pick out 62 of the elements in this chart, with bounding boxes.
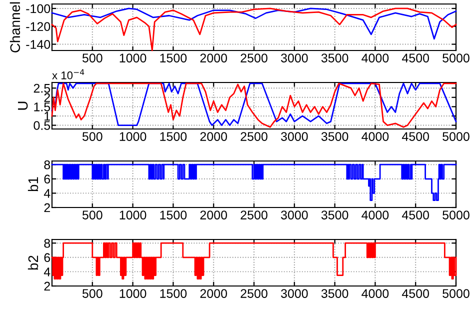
- x-tick-label: 4000: [362, 132, 389, 141]
- x-tick-label: 2500: [240, 54, 268, 62]
- x-tick-label: 1500: [160, 289, 187, 298]
- y-tick-label: 6: [44, 174, 50, 184]
- x-tick-label: 2000: [200, 132, 228, 141]
- x-tick-label: 1000: [120, 210, 146, 220]
- x-tick-label: 4000: [362, 210, 389, 220]
- y-axis-title: Channel: [10, 2, 20, 52]
- y-tick-label: 2: [44, 282, 50, 291]
- x-tick-label: 4500: [402, 289, 430, 298]
- x-tick-label: 1000: [120, 132, 146, 141]
- y-tick-label: 8: [44, 238, 50, 248]
- x-tick-label: 3000: [280, 54, 308, 62]
- x-tick-label: 4500: [402, 210, 430, 220]
- x-tick-label: 3000: [280, 289, 308, 298]
- line-series: [51, 8, 457, 40]
- y-tick-label: -120: [26, 22, 50, 32]
- x-tick-label: 5000: [442, 210, 470, 220]
- x-tick-label: 3000: [280, 132, 308, 141]
- y-axis-title: b2: [28, 256, 38, 270]
- x-tick-label: 2000: [200, 289, 228, 298]
- x-tick-label: 500: [82, 210, 102, 220]
- x-tick-label: 5000: [442, 289, 470, 298]
- x-tick-label: 5000: [442, 132, 470, 141]
- x-tick-label: 2000: [200, 54, 228, 62]
- y-tick-label: 2.5: [34, 84, 50, 93]
- x-tick-label: 1500: [160, 210, 187, 220]
- x-tick-label: 2500: [240, 132, 268, 141]
- x-tick-label: 1000: [120, 54, 146, 62]
- y-tick-label: -140: [26, 40, 50, 49]
- x-tick-label: 3500: [321, 289, 348, 298]
- text: x 10$^{−4}$: [52, 69, 84, 80]
- x-tick-label: 500: [82, 54, 102, 62]
- x-tick-label: 1500: [160, 132, 187, 141]
- x-tick-label: 4000: [362, 289, 389, 298]
- x-tick-label: 500: [82, 289, 102, 298]
- y-tick-label: 1.5: [34, 102, 50, 112]
- x-tick-label: 2000: [200, 210, 228, 220]
- x-tick-label: 4500: [402, 132, 430, 141]
- y-tick-label: 1: [44, 112, 50, 121]
- x-tick-label: 1500: [160, 54, 187, 62]
- x-tick-label: 2500: [240, 289, 268, 298]
- x-tick-label: 3500: [321, 132, 348, 141]
- x-tick-label: 4500: [402, 54, 430, 62]
- x-tick-label: 2500: [240, 210, 268, 220]
- y-axis-title: b1: [28, 177, 38, 192]
- y-tick-label: 4: [44, 268, 50, 276]
- x-tick-label: 1000: [120, 289, 146, 298]
- x-tick-label: 5000: [442, 54, 470, 62]
- x-tick-label: 500: [82, 132, 102, 141]
- y-tick-label: 2: [44, 203, 50, 212]
- y-tick-label: 8: [44, 160, 50, 170]
- x-tick-label: 4000: [362, 54, 389, 62]
- x-tick-label: 3000: [280, 210, 308, 220]
- x-tick-label: 3500: [321, 54, 348, 62]
- y-tick-label: 6: [44, 253, 50, 262]
- y-tick-label: -100: [26, 4, 50, 14]
- y-tick-label: 4: [44, 189, 50, 198]
- y-tick-label: 2: [44, 93, 50, 102]
- y-axis-title: U: [18, 102, 28, 110]
- y-tick-label: 0.5: [34, 121, 50, 130]
- x-tick-label: 3500: [321, 210, 348, 220]
